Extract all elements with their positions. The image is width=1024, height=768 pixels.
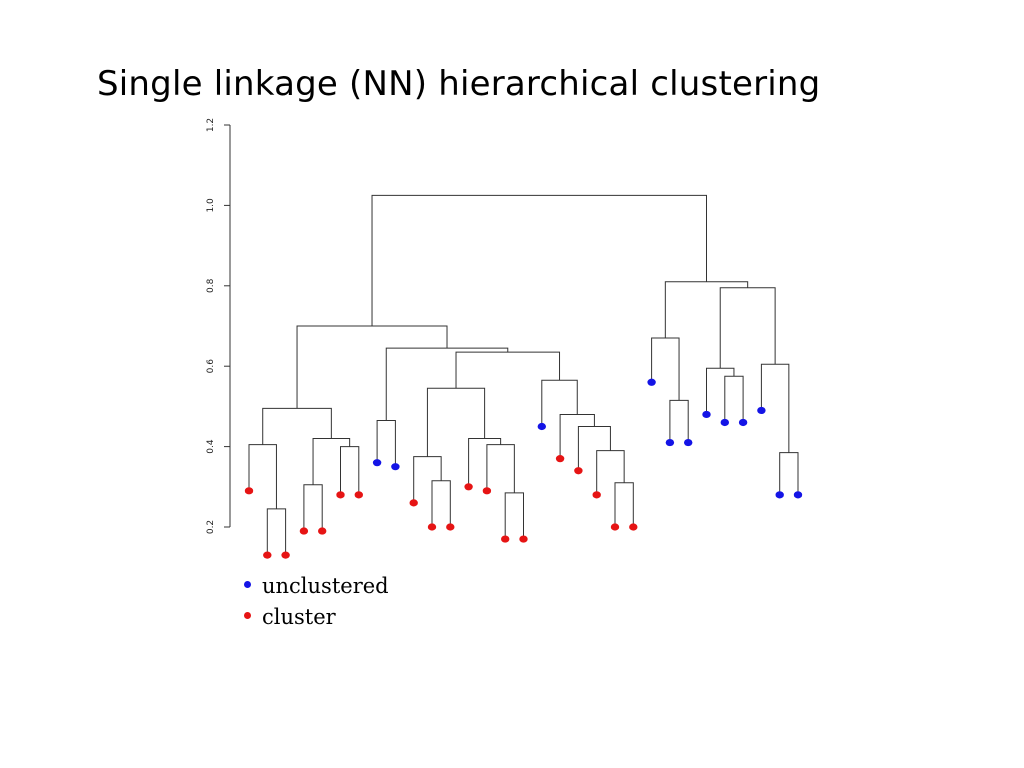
leaf-point-cluster xyxy=(610,523,620,531)
dendrogram-branch xyxy=(371,194,707,326)
leaf-point-cluster xyxy=(501,535,510,543)
leaf-point-cluster xyxy=(263,551,272,559)
leaf-point-cluster xyxy=(464,483,473,491)
leaf-point-unclustered xyxy=(684,438,693,447)
leaf-point-unclustered xyxy=(372,459,382,467)
dendrogram-branch xyxy=(669,399,689,443)
leaf-point-cluster xyxy=(482,487,492,495)
leaf-point-cluster xyxy=(354,491,363,499)
y-axis: 0.2 0.4 0.6 0.8 1.0 1.2 xyxy=(206,118,231,534)
dendrogram-branches xyxy=(248,194,799,556)
leaf-point-unclustered xyxy=(738,418,748,427)
leaf-point-cluster xyxy=(409,499,418,507)
y-tick-label: 0.8 xyxy=(206,278,216,293)
leaf-point-cluster xyxy=(592,491,601,499)
leaf-point-cluster xyxy=(446,523,455,531)
leaf-point-unclustered xyxy=(647,378,656,386)
dendrogram-branch xyxy=(504,492,524,540)
leaf-point-unclustered xyxy=(537,422,546,431)
dendrogram-branch xyxy=(248,444,277,509)
dendrogram-branch xyxy=(577,426,611,471)
dendrogram-branch xyxy=(614,482,634,527)
leaf-point-cluster xyxy=(427,523,437,531)
leaf-point-cluster xyxy=(519,535,528,543)
leaf-point-cluster xyxy=(318,527,327,535)
y-tick-label: 0.6 xyxy=(206,359,216,374)
y-tick-label: 1.2 xyxy=(206,118,216,132)
leaf-point-cluster xyxy=(281,551,290,559)
legend-marker-unclustered xyxy=(244,581,251,588)
dendrogram-branch xyxy=(340,446,360,495)
leaf-point-cluster xyxy=(629,523,638,531)
leaf-point-unclustered xyxy=(775,491,784,499)
leaf-point-unclustered xyxy=(702,410,711,419)
dendrogram-branch xyxy=(724,375,744,423)
leaf-point-cluster xyxy=(555,455,565,463)
legend-marker-cluster xyxy=(244,612,251,619)
slide-title: Single linkage (NN) hierarchical cluster… xyxy=(97,64,821,104)
dendrogram-branch xyxy=(664,281,749,339)
dendrogram-branch xyxy=(262,407,332,445)
dendrogram-branch xyxy=(455,351,561,389)
dendrogram-branch xyxy=(266,508,287,556)
dendrogram-branch xyxy=(706,367,735,415)
leaf-point-unclustered xyxy=(793,491,803,499)
dendrogram-branch xyxy=(760,363,790,453)
y-tick-label: 1.0 xyxy=(206,198,216,213)
y-tick-label: 0.2 xyxy=(206,520,216,534)
leaf-point-cluster xyxy=(574,467,583,475)
dendrogram-branch xyxy=(559,413,595,459)
dendrogram-leaves xyxy=(244,378,803,559)
dendrogram-branch xyxy=(296,325,448,409)
leaf-point-cluster xyxy=(336,491,345,499)
dendrogram-branch xyxy=(413,456,442,503)
dendrogram-branch xyxy=(376,419,396,467)
dendrogram-branch xyxy=(426,387,486,457)
y-tick-label: 0.4 xyxy=(206,439,216,454)
dendrogram-branch xyxy=(779,452,799,495)
leaf-point-cluster xyxy=(299,527,309,535)
dendrogram-branch xyxy=(541,379,578,427)
dendrogram-branch xyxy=(651,337,680,401)
dendrogram-branch xyxy=(385,347,509,421)
dendrogram-branch xyxy=(596,450,625,495)
dendrogram-branch xyxy=(303,484,323,532)
legend-label-cluster: cluster xyxy=(262,605,336,629)
leaf-point-cluster xyxy=(244,487,254,495)
leaf-point-unclustered xyxy=(665,438,675,447)
dendrogram-branch xyxy=(486,444,515,493)
dendrogram-branch xyxy=(312,438,351,485)
legend-label-unclustered: unclustered xyxy=(262,574,389,598)
leaf-point-unclustered xyxy=(757,406,766,415)
dendrogram-branch xyxy=(431,480,451,527)
dendrogram-branch xyxy=(719,287,776,369)
leaf-point-unclustered xyxy=(391,463,400,471)
dendrogram-branch xyxy=(468,438,502,487)
leaf-point-unclustered xyxy=(720,418,729,427)
